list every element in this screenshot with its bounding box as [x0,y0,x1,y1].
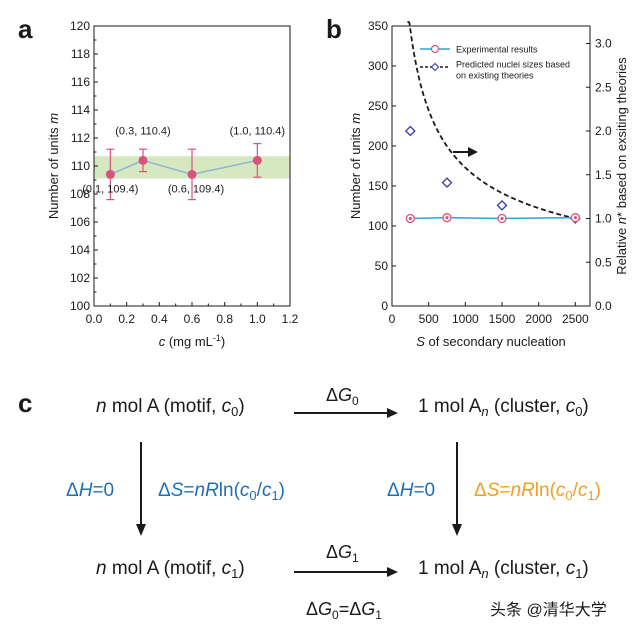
y-tick-label-b: 150 [368,179,388,193]
y-tick-label-b: 350 [368,19,388,33]
x-tick-label-b: 500 [419,312,439,326]
x-axis-label-b: S of secondary nucleation [416,334,566,349]
x-tick-label: 1.0 [249,312,266,326]
x-tick-label: 0.2 [118,312,135,326]
y-right-tick-label-b: 2.5 [595,80,612,94]
y-right-tick-label-b: 0.5 [595,255,612,269]
x-tick-label-b: 2000 [525,312,552,326]
predicted-point [404,125,416,137]
experimental-point-core [573,216,577,220]
y-tick-label: 110 [71,159,90,173]
y-tick-label-b: 50 [375,259,389,273]
predicted-point [496,199,508,211]
experimental-line [410,216,576,220]
experimental-point-core [408,216,412,221]
y-right-tick-label-b: 2.0 [595,124,612,138]
y-tick-label-b: 250 [368,99,388,113]
x-axis-label: c (mg mL-1) [159,333,226,349]
y-axis-label: Number of units m [46,113,61,219]
y-tick-label-b: 300 [368,59,388,73]
panel-a-letter: a [18,14,33,44]
bottom-right-state: 1 mol An (cluster, c1) [418,558,589,581]
y-tick-label: 106 [70,215,90,229]
predicted-point [441,177,453,189]
y-right-tick-label-b: 3.0 [595,37,612,51]
y-tick-label-b: 0 [381,299,388,313]
thermo-cycle-scheme: n mol A (motif, c0) 1 mol An (cluster, c… [66,385,601,622]
y-tick-label-b: 100 [368,219,388,233]
x-tick-label: 0.6 [184,312,201,326]
y-tick-label: 100 [70,299,90,313]
y-tick-label: 112 [71,131,90,145]
y-right-tick-label-b: 1.5 [595,168,612,182]
data-point [252,155,262,165]
x-tick-label: 0.4 [151,312,168,326]
data-annotation: (0.1, 109.4) [82,183,138,195]
y-tick-label: 104 [70,243,90,257]
y-right-tick-label-b: 1.0 [595,212,612,226]
predicted-curve [407,21,576,220]
right-delta-s: ΔS=nRln(c0/c1) [474,480,601,503]
watermark: 头条 @清华大学 [490,601,607,619]
panel-b-letter: b [326,14,342,44]
legend-entry-1: Experimental results [456,45,538,55]
y-right-tick-label-b: 0.0 [595,299,612,313]
panel-c-letter: c [18,388,32,418]
data-annotation: (1.0, 110.4) [230,125,285,137]
experimental-point-core [445,216,449,220]
left-delta-s: ΔS=nRln(c0/c1) [158,480,285,503]
chart-b: 0 50 100 150 200 250 300 350 0.0 0.5 1.0 1.5 2.0 2.5 3… [348,19,629,349]
data-annotation: (0.6, 109.4) [168,183,224,195]
experimental-point-core [500,216,504,221]
left-down-arrow-head [136,524,146,536]
equality-label: ΔG0=ΔG1 [306,599,382,622]
right-axis-indicator-arrowhead [468,147,478,157]
y-tick-label-b: 200 [368,139,388,153]
data-point [105,169,115,179]
data-annotation: (0.3, 110.4) [115,125,170,137]
data-point [138,155,148,165]
y-tick-label: 108 [70,187,90,201]
x-tick-label: 1.2 [282,312,299,326]
y-right-axis-label-b: Relative n* based on exsiting theories [614,57,629,275]
plot-frame-b [391,25,591,307]
y-tick-label: 116 [71,75,90,89]
legend-swatch-marker-2 [430,62,440,72]
x-tick-label-b: 0 [389,312,396,326]
left-delta-h: ΔH=0 [66,480,114,501]
x-tick-label-b: 2500 [562,312,589,326]
delta-g0-label: ΔG0 [326,385,359,408]
top-right-state: 1 mol An (cluster, c0) [418,396,589,419]
series-line [110,159,258,176]
x-tick-label: 0.8 [216,312,233,326]
top-arrow-head [387,408,398,418]
y-axis-label-b: Number of units m [348,113,363,219]
legend-swatch-marker-1 [430,44,440,54]
top-left-state: n mol A (motif, c0) [96,396,245,419]
y-tick-label: 114 [71,103,90,117]
y-tick-label: 120 [70,19,90,33]
x-tick-label-b: 1000 [452,312,479,326]
right-down-arrow-head [452,524,462,536]
data-point [187,169,197,179]
delta-g1-label: ΔG1 [326,542,359,565]
bottom-arrow-head [387,567,398,577]
chart-a: 100 102 104 106 108 110 112 114 116 118 120 0.0 0.2 0… [46,19,299,349]
right-delta-h: ΔH=0 [387,480,435,501]
x-tick-label: 0.0 [86,312,103,326]
y-tick-label: 118 [71,47,90,61]
legend-entry-2: Predicted nuclei sizes based on existing … [456,60,570,81]
x-tick-label-b: 1500 [489,312,516,326]
bottom-left-state: n mol A (motif, c1) [96,558,245,581]
y-tick-label: 102 [70,271,90,285]
